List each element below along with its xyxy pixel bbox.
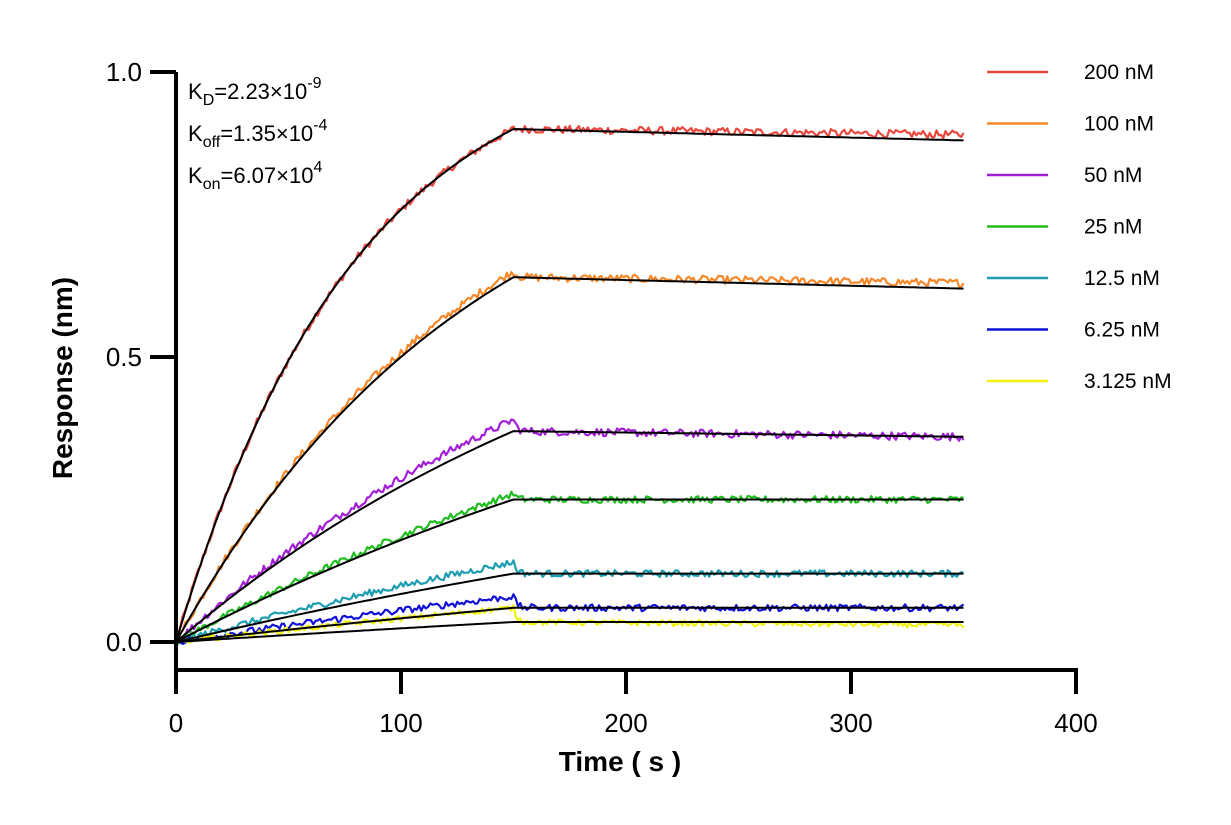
y-tick-label: 0.0 (106, 627, 142, 657)
x-tick-label: 200 (604, 708, 647, 738)
legend-label: 100 nM (1084, 113, 1154, 136)
annotation-kd: KD=2.23×10-9 (188, 75, 322, 109)
legend: 200 nM 100 nM 50 nM 25 nM 12.5 nM 6.25 nM 3.12… (987, 61, 1172, 393)
svg-text:KD=2.23×10-9: KD=2.23×10-9 (188, 75, 322, 109)
kd-exp: -9 (307, 75, 321, 92)
fit-line-100-nm (175, 276, 964, 643)
fit-line-50-nm (175, 430, 964, 643)
fit-line-25-nm (175, 498, 964, 643)
kd-prefix: K (188, 79, 203, 104)
series-line-6-25-nm (175, 593, 965, 646)
koff-exp: -4 (313, 117, 327, 134)
fit-line-3-125-nm (175, 621, 964, 643)
y-tick-label: 1.0 (106, 57, 142, 87)
kon-value: =6.07×10 (220, 163, 313, 188)
legend-label: 50 nM (1084, 164, 1142, 187)
y-axis-label: Response (nm) (47, 277, 78, 479)
fit-line-12-5-nm (175, 572, 964, 643)
annotation-kon: Kon=6.07×104 (188, 159, 322, 193)
koff-prefix: K (188, 121, 203, 146)
plot-area (175, 124, 965, 647)
series-line-200-nm (175, 124, 965, 642)
x-axis-label: Time ( s ) (559, 746, 681, 777)
koff-value: =1.35×10 (220, 121, 313, 146)
x-tick-label: 100 (379, 708, 422, 738)
series-line-3-125-nm (175, 603, 965, 645)
svg-text:Kon=6.07×104: Kon=6.07×104 (188, 159, 322, 193)
series-line-25-nm (175, 490, 964, 645)
legend-label: 6.25 nM (1084, 319, 1160, 342)
kon-prefix: K (188, 163, 203, 188)
x-tick-label: 400 (1054, 708, 1097, 738)
annotation-koff: Koff=1.35×10-4 (188, 117, 328, 151)
y-tick-label: 0.5 (106, 342, 142, 372)
kon-exp: 4 (313, 159, 322, 176)
kd-value: =2.23×10 (214, 79, 307, 104)
fit-curves (175, 127, 964, 643)
series-line-100-nm (175, 271, 965, 647)
svg-text:Koff=1.35×10-4: Koff=1.35×10-4 (188, 117, 328, 151)
fit-line-6-25-nm (175, 606, 964, 643)
legend-label: 3.125 nM (1084, 370, 1172, 393)
x-tick-label: 300 (829, 708, 872, 738)
koff-sub: off (203, 134, 221, 151)
kon-sub: on (203, 176, 221, 193)
legend-label: 200 nM (1084, 61, 1154, 84)
axes: 0.0 0.5 1.0 0 100 200 300 400 (106, 57, 1098, 738)
x-tick-label: 0 (169, 708, 183, 738)
legend-label: 25 nM (1084, 216, 1142, 239)
kd-sub: D (203, 92, 215, 109)
series-line-50-nm (175, 418, 965, 645)
fit-line-200-nm (175, 127, 964, 643)
legend-label: 12.5 nM (1084, 267, 1160, 290)
